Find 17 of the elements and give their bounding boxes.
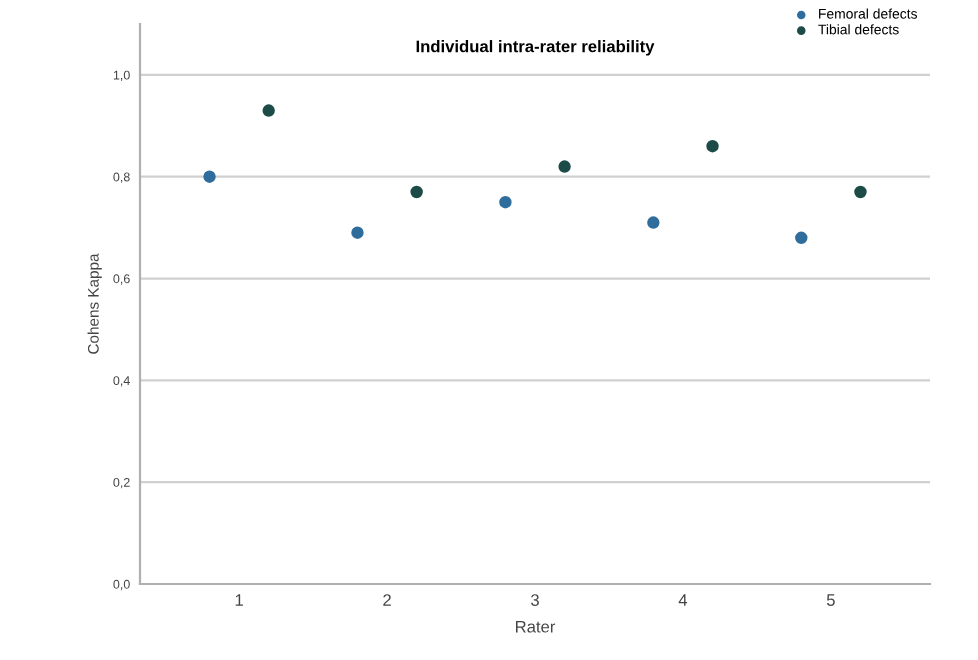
point bbox=[647, 216, 660, 229]
point bbox=[854, 185, 867, 199]
x-tick-label: 4 bbox=[678, 594, 688, 606]
point bbox=[262, 104, 275, 117]
point bbox=[706, 139, 719, 153]
x-axis-title: Rater bbox=[515, 620, 556, 633]
point bbox=[351, 226, 364, 239]
point bbox=[558, 160, 571, 173]
point bbox=[795, 231, 808, 245]
x-tick-label: 2 bbox=[383, 594, 391, 606]
x-tick-label: 3 bbox=[531, 594, 539, 606]
point bbox=[203, 170, 216, 183]
text: Individual intra-rater reliability bbox=[416, 40, 655, 56]
x-tick-label: 1 bbox=[235, 594, 243, 606]
x-tick-label: 5 bbox=[826, 594, 835, 606]
point bbox=[410, 185, 423, 199]
point bbox=[499, 195, 512, 209]
